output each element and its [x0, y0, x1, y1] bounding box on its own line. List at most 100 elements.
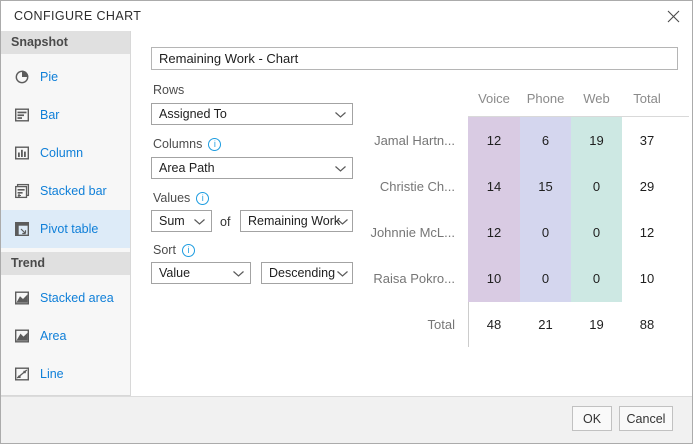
- pivot-cell: 10: [639, 270, 655, 286]
- pivot-row-label: Johnnie McL...: [370, 224, 455, 240]
- value-field-select[interactable]: Remaining Work: [240, 210, 353, 232]
- pivot-row-label: Christie Ch...: [379, 178, 455, 194]
- dialog-footer: OK Cancel: [1, 396, 692, 443]
- sidebar-item-label: Column: [40, 146, 84, 160]
- value-field-select-value: Remaining Work: [248, 214, 341, 228]
- chart-type-sidebar: Snapshot Pie Bar Column Stacked bar Pivo…: [1, 31, 131, 396]
- sidebar-item-label: Stacked bar: [40, 184, 107, 198]
- values-label: Values i: [153, 191, 210, 205]
- pivot-cell: 0: [541, 270, 550, 286]
- pivot-cell: 15: [538, 178, 553, 194]
- sidebar-item-label: Pie: [40, 70, 59, 84]
- sidebar-item-stacked-area[interactable]: Stacked area: [1, 279, 130, 317]
- pivot-header-rule: [468, 116, 689, 117]
- pivot-cell: 19: [589, 132, 604, 148]
- pivot-column-band-voice: [468, 117, 520, 302]
- sidebar-item-area[interactable]: Area: [1, 317, 130, 355]
- pivot-cell: 0: [592, 224, 601, 240]
- pivot-total-rule: [468, 302, 469, 347]
- stacked-bar-chart-icon: [15, 183, 30, 199]
- pivot-cell: 10: [486, 270, 502, 286]
- chart-name-input[interactable]: [151, 47, 678, 70]
- sort-by-select[interactable]: Value: [151, 262, 251, 284]
- aggregation-select-value: Sum: [159, 214, 185, 228]
- sidebar-item-pie[interactable]: Pie: [1, 58, 130, 96]
- dialog-titlebar: CONFIGURE CHART: [1, 1, 692, 31]
- pivot-cell: 12: [486, 224, 502, 240]
- pivot-column-header: Total: [633, 91, 661, 106]
- sidebar-item-label: Line: [40, 367, 64, 381]
- ok-button[interactable]: OK: [572, 406, 612, 431]
- close-button[interactable]: [661, 4, 685, 28]
- pivot-cell: 29: [639, 178, 655, 194]
- rows-select[interactable]: Assigned To: [151, 103, 353, 125]
- pivot-header-row: Voice Phone Web Total: [341, 91, 672, 106]
- pivot-cell: 88: [639, 317, 655, 332]
- values-of-label: of: [220, 215, 231, 229]
- columns-select[interactable]: Area Path: [151, 157, 353, 179]
- sort-direction-select[interactable]: Descending: [261, 262, 353, 284]
- columns-select-value: Area Path: [159, 161, 215, 175]
- dialog-title: CONFIGURE CHART: [14, 9, 142, 23]
- sidebar-item-line[interactable]: Line: [1, 355, 130, 393]
- cancel-button[interactable]: Cancel: [619, 406, 673, 431]
- pie-chart-icon: [15, 70, 29, 84]
- pivot-cell: 0: [541, 224, 550, 240]
- pivot-cell: 14: [486, 178, 502, 194]
- column-chart-icon: [15, 146, 30, 160]
- rows-select-value: Assigned To: [159, 107, 227, 121]
- chevron-down-icon: [335, 166, 346, 172]
- sort-by-select-value: Value: [159, 266, 191, 280]
- pivot-row-label: Total: [427, 317, 455, 332]
- pivot-cell: 0: [592, 178, 601, 194]
- pivot-row: Christie Ch... 14 15 0 29: [341, 163, 672, 209]
- info-icon[interactable]: i: [196, 191, 210, 205]
- sidebar-item-label: Bar: [40, 108, 60, 122]
- pivot-table-icon: [15, 222, 30, 237]
- pivot-cell: 12: [639, 224, 655, 240]
- aggregation-select[interactable]: Sum: [151, 210, 212, 232]
- sidebar-item-label: Pivot table: [40, 222, 99, 236]
- pivot-cell: 37: [639, 132, 655, 148]
- rows-label: Rows: [153, 83, 185, 97]
- pivot-row: Johnnie McL... 12 0 0 12: [341, 209, 672, 255]
- info-icon[interactable]: i: [181, 243, 195, 257]
- pivot-cell: 48: [486, 317, 502, 332]
- pivot-cell: 21: [538, 317, 553, 332]
- chevron-down-icon: [335, 112, 346, 118]
- sort-label: Sort i: [153, 243, 195, 257]
- sidebar-item-label: Stacked area: [40, 291, 114, 305]
- pivot-column-header: Phone: [526, 91, 565, 106]
- pivot-total-row: Total 48 21 19 88: [341, 302, 672, 347]
- chevron-down-icon: [337, 271, 348, 277]
- chevron-down-icon: [194, 219, 205, 225]
- pivot-cell: 19: [589, 317, 604, 332]
- pivot-column-header: Web: [583, 91, 610, 106]
- columns-label: Columns i: [153, 137, 222, 151]
- bar-chart-icon: [15, 108, 30, 122]
- sidebar-item-label: Area: [40, 329, 67, 343]
- close-icon: [667, 10, 679, 22]
- pivot-column-header: Voice: [478, 91, 510, 106]
- pivot-row-label: Jamal Hartn...: [374, 132, 455, 148]
- sidebar-item-column[interactable]: Column: [1, 134, 130, 172]
- sidebar-item-pivot-table[interactable]: Pivot table: [1, 210, 130, 248]
- sort-direction-select-value: Descending: [269, 266, 336, 280]
- pivot-column-band-web: [571, 117, 622, 302]
- pivot-cell: 12: [486, 132, 502, 148]
- pivot-row-label: Raisa Pokro...: [373, 270, 455, 286]
- pivot-column-band-phone: [520, 117, 571, 302]
- sidebar-section-snapshot: Snapshot: [1, 31, 130, 54]
- info-icon[interactable]: i: [208, 137, 222, 151]
- sidebar-item-stacked-bar[interactable]: Stacked bar: [1, 172, 130, 210]
- sidebar-item-bar[interactable]: Bar: [1, 96, 130, 134]
- chevron-down-icon: [337, 219, 348, 225]
- line-chart-icon: [15, 367, 30, 381]
- pivot-row: Raisa Pokro... 10 0 0 10: [341, 255, 672, 301]
- pivot-row: Jamal Hartn... 12 6 19 37: [341, 117, 672, 163]
- chevron-down-icon: [233, 271, 244, 277]
- pivot-cell: 0: [592, 270, 601, 286]
- sidebar-section-trend: Trend: [1, 252, 130, 275]
- pivot-cell: 6: [541, 132, 550, 148]
